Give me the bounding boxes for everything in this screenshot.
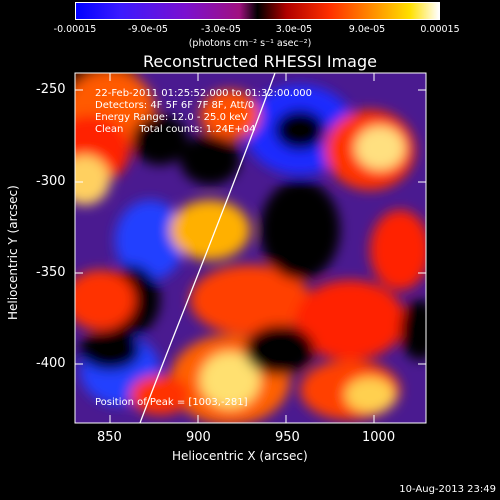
- x-tick-label: 1000: [362, 430, 396, 445]
- heatmap-blob: [400, 300, 426, 360]
- y-axis-label: Heliocentric Y (arcsec): [6, 185, 20, 320]
- heatmap-blob: [75, 155, 110, 205]
- colorbar: [75, 2, 440, 20]
- heatmap-blob: [75, 270, 135, 330]
- heatmap-blob: [200, 90, 260, 140]
- heatmap-blob: [345, 377, 395, 413]
- heatmap-blob: [200, 352, 260, 408]
- chart-title: Reconstructed RHESSI Image: [143, 52, 377, 71]
- y-tick-label: -300: [36, 174, 66, 189]
- y-tick-label: -350: [36, 265, 66, 280]
- heatmap-blobs: [75, 73, 426, 423]
- y-tick-label: -400: [36, 356, 66, 371]
- colorbar-tick-5: 9.0e-05: [348, 24, 386, 35]
- heatmap-blob: [180, 135, 240, 185]
- heatmap-blob: [260, 180, 340, 280]
- solar-limb-line: [139, 73, 276, 423]
- heatmap-blob: [190, 265, 310, 335]
- y-tick-label: -250: [36, 82, 66, 97]
- x-tick-label: 900: [186, 430, 211, 445]
- annotation-time-range: 22-Feb-2011 01:25:52.000 to 01:32:00.000: [95, 88, 313, 99]
- x-tick-label: 850: [97, 430, 122, 445]
- colorbar-tick-6: 0.00015: [420, 24, 460, 35]
- colorbar-tick-3: -3.0e-05: [201, 24, 241, 35]
- timestamp: 10-Aug-2013 23:49: [399, 484, 496, 495]
- heatmap-blob: [80, 330, 140, 370]
- annotation-energy: Energy Range: 12.0 - 25.0 keV: [95, 112, 248, 123]
- heatmap-blob: [370, 210, 426, 290]
- colorbar-tick-4: 3.0e-05: [275, 24, 313, 35]
- plot-frame: [74, 72, 427, 424]
- heatmap-blob: [275, 110, 325, 150]
- annotation-counts: Clean Total counts: 1.24E+04: [95, 124, 256, 135]
- heatmap-blob: [115, 200, 185, 280]
- heatmap-blob: [245, 325, 315, 375]
- x-tick-label: 950: [275, 430, 300, 445]
- colorbar-units: (photons cm⁻² s⁻¹ asec⁻²): [188, 38, 312, 49]
- annotation-peak: Position of Peak = [1003,-281]: [95, 397, 248, 408]
- x-axis-label: Heliocentric X (arcsec): [172, 449, 308, 463]
- colorbar-tick-2: -9.0e-05: [128, 24, 168, 35]
- axis-ticks: [75, 73, 426, 423]
- colorbar-tick-1: -0.00015: [53, 24, 97, 35]
- heatmap-blob: [132, 115, 188, 165]
- heatmap-blob: [355, 126, 405, 170]
- annotation-detectors: Detectors: 4F 5F 6F 7F 8F, Att/0: [95, 100, 255, 111]
- heatmap-blob: [130, 375, 190, 415]
- heatmap-blob: [295, 280, 405, 360]
- heatmap-blob: [170, 200, 250, 260]
